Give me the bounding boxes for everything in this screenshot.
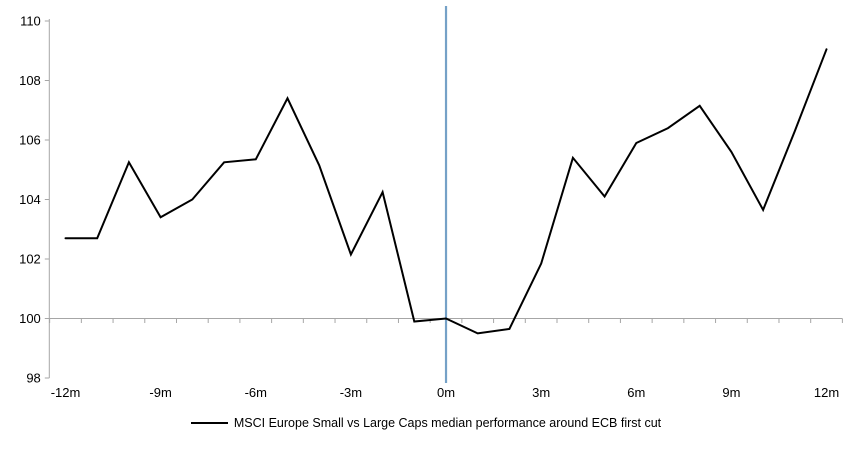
y-axis-label: 100 (19, 311, 41, 326)
x-axis-label: 12m (814, 385, 839, 400)
y-axis-label: 104 (19, 192, 41, 207)
y-axis-label: 98 (26, 371, 40, 386)
x-axis-label: 0m (437, 385, 455, 400)
x-axis-label: 9m (722, 385, 740, 400)
y-axis-label: 110 (20, 14, 41, 29)
x-axis-label: -12m (51, 385, 81, 400)
legend: MSCI Europe Small vs Large Caps median p… (0, 416, 852, 430)
legend-label: MSCI Europe Small vs Large Caps median p… (233, 416, 662, 430)
x-axis-label: 3m (532, 385, 550, 400)
x-axis-label: -3m (340, 385, 362, 400)
y-axis-label: 108 (19, 73, 41, 88)
x-axis-label: 6m (627, 385, 645, 400)
y-axis-label: 106 (19, 133, 41, 148)
legend-line-sample-icon (190, 422, 228, 424)
y-axis-label: 102 (19, 252, 41, 267)
x-axis-label: -9m (149, 385, 171, 400)
series-line (64, 48, 828, 335)
x-axis-label: -6m (245, 385, 267, 400)
